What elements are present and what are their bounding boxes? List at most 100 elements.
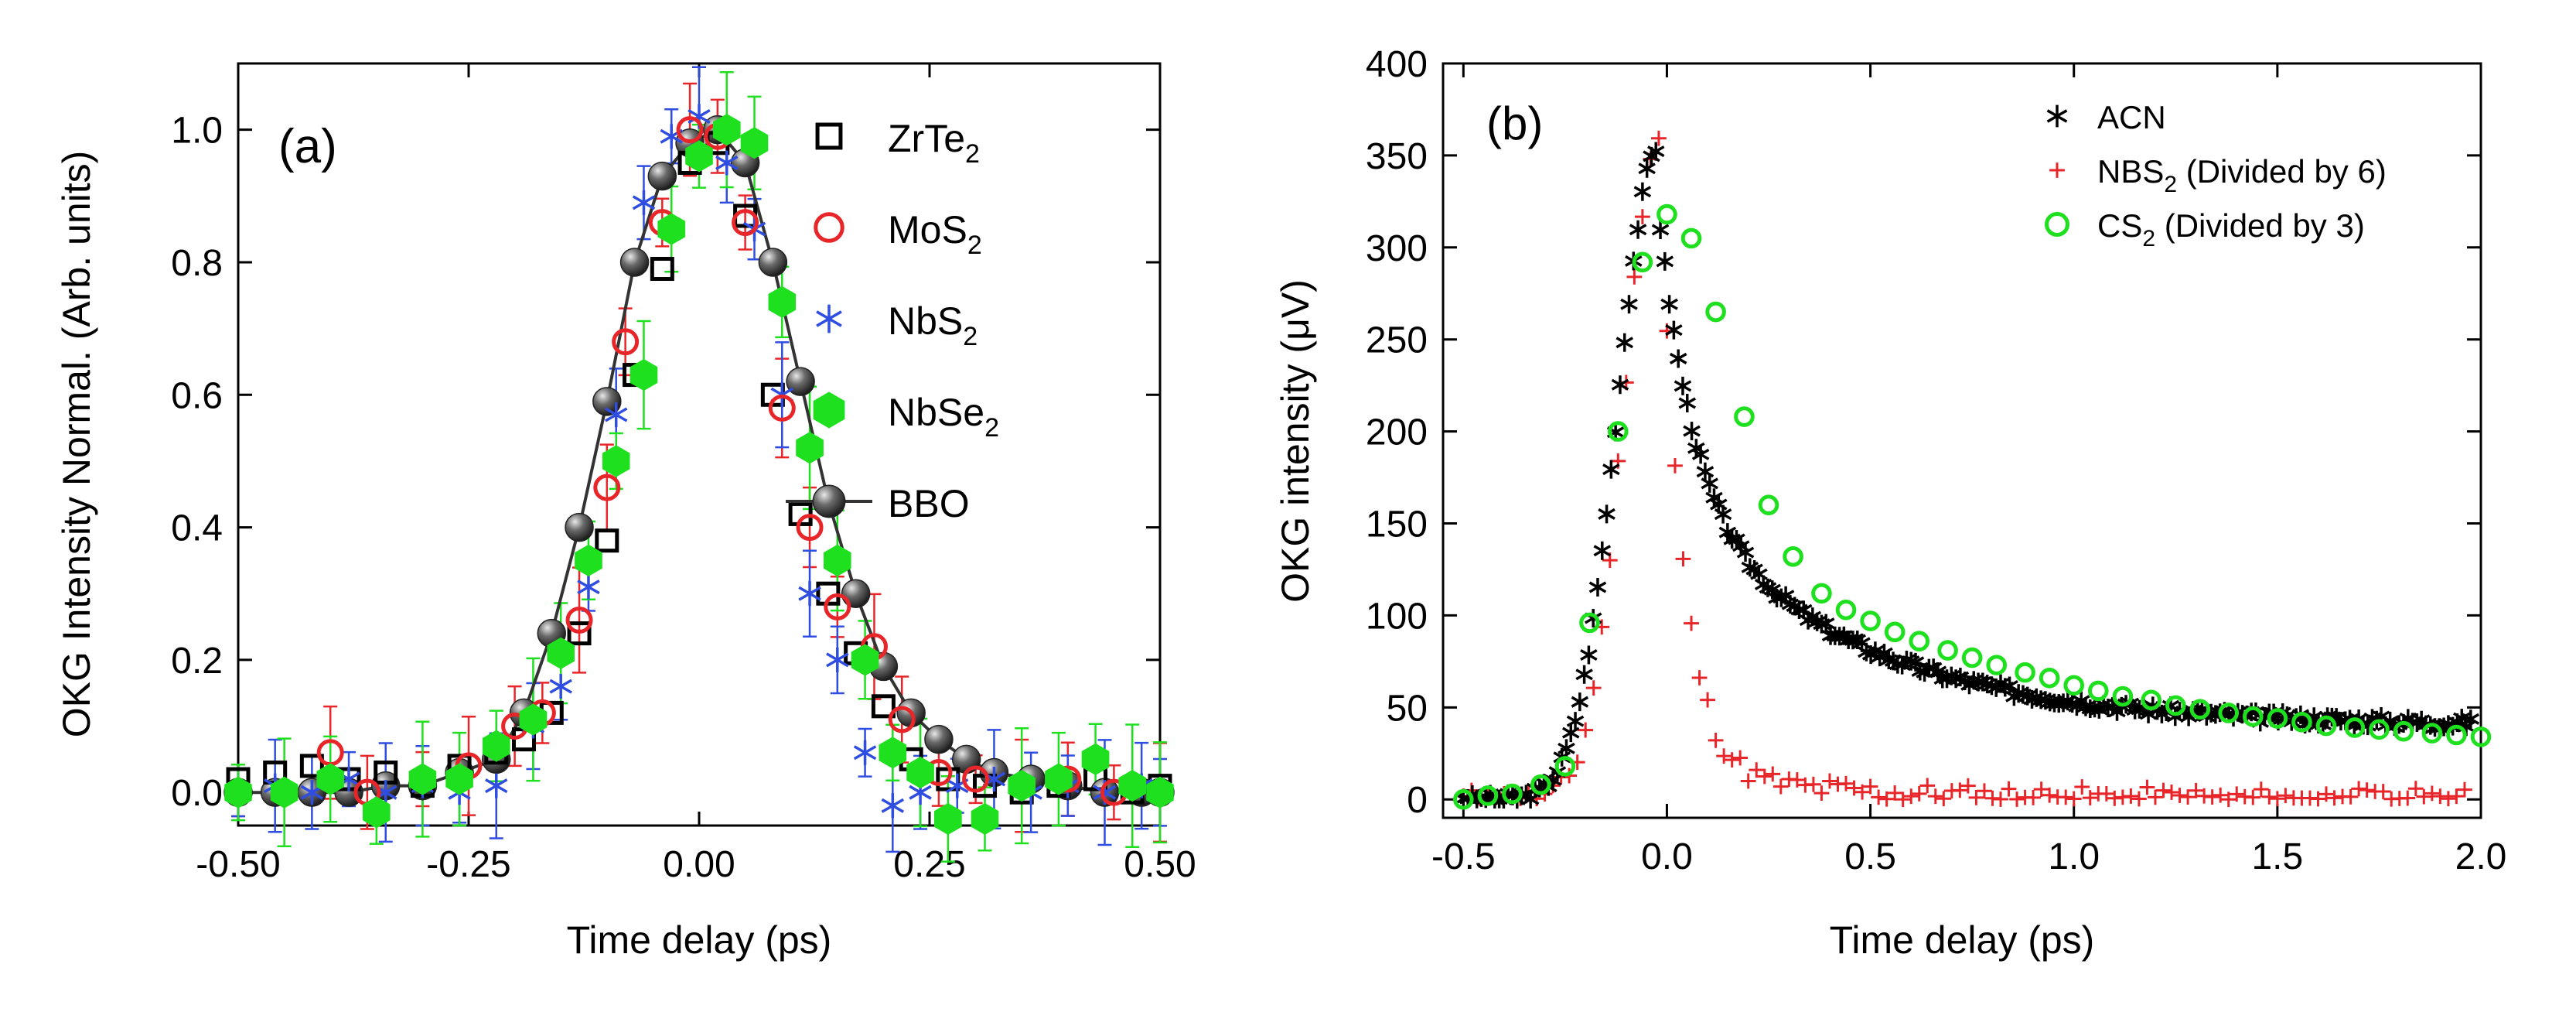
legend-label-suffix: (Divided by 3) (2155, 207, 2365, 244)
point-ACN (1629, 220, 1647, 239)
point-CS2 (1502, 783, 1523, 805)
point-NBS2 (1862, 778, 1878, 795)
panel-b-label: (b) (1486, 97, 1543, 149)
point-CS2 (1680, 227, 1702, 249)
point-CS2 (1811, 583, 1832, 604)
point-NBS2 (2441, 791, 2456, 807)
point-NBS2 (1740, 773, 1756, 789)
point-NbS2 (549, 674, 572, 699)
point-NBS2 (1813, 785, 1830, 802)
legend-label-suffix: (Divided by 6) (2177, 153, 2387, 190)
panel-a-y-tick-label: 0.2 (171, 641, 223, 682)
point-CS2 (2421, 723, 2443, 744)
point-NBS2 (2025, 789, 2041, 805)
point-ACN (1646, 142, 1665, 161)
panel-a-label: (a) (278, 120, 337, 173)
legend-label: MoS2 (888, 208, 982, 260)
point-NBS2 (1724, 752, 1740, 768)
legend-label-subscript: 2 (2142, 226, 2155, 251)
point-MoS2 (565, 606, 593, 634)
point-NBS2 (1732, 750, 1749, 766)
point-ACN (1611, 375, 1629, 395)
point-NBS2 (2123, 788, 2139, 804)
point-CS2 (1783, 546, 1803, 567)
point-NBS2 (1749, 762, 1765, 778)
legend-label-subscript: 2 (2164, 172, 2177, 197)
legend-label-subscript: 2 (984, 413, 999, 443)
panel-b-y-tick-label: 100 (1366, 596, 1428, 637)
point-NBS2 (1838, 775, 1854, 791)
point-ZrTe2 (299, 754, 324, 778)
panel-b-y-tick-label: 200 (1366, 412, 1428, 453)
point-ACN (1558, 739, 1575, 758)
point-NbSe2 (1118, 770, 1147, 802)
point-CS2 (2165, 695, 2186, 716)
point-CS2 (2242, 706, 2264, 727)
point-MoS2 (593, 474, 621, 501)
point-CS2 (2039, 667, 2060, 689)
point-ZrTe2 (567, 621, 592, 646)
panel-b-x-tick-label: -0.5 (1431, 836, 1496, 877)
panel-a-y-axis-label: OKG Intensity Normal. (Arb. units) (55, 151, 98, 738)
panel-b-y-tick-label: 150 (1366, 504, 1428, 545)
point-NBS2 (2416, 788, 2432, 805)
point-CS2 (1656, 203, 1677, 225)
panel-b-x-tick-label: 1.5 (2251, 836, 2303, 877)
point-NbSe2 (575, 544, 602, 576)
point-NBS2 (2269, 791, 2285, 807)
point-NBS2 (1903, 788, 1919, 805)
point-NbS2 (577, 574, 600, 600)
point-BBO (786, 367, 815, 396)
point-NbSe2 (547, 637, 575, 669)
point-NBS2 (2351, 781, 2367, 797)
point-NBS2 (1626, 268, 1643, 285)
panel-b-x-tick-label: 1.0 (2048, 836, 2100, 877)
point-ACN (1580, 645, 1598, 665)
panel-a-x-tick-label: 0.25 (893, 844, 965, 885)
point-NbSe2 (519, 703, 548, 736)
point-NBS2 (2432, 788, 2448, 805)
point-MoS2 (676, 116, 704, 144)
point-NbSe2 (796, 432, 824, 464)
point-NbSe2 (1008, 770, 1036, 802)
point-CS2 (2291, 712, 2312, 733)
point-MoS2 (612, 328, 640, 356)
panel-a-y-tick-label: 0.6 (171, 375, 223, 416)
point-NBS2 (2213, 787, 2229, 803)
point-NbSe2 (934, 802, 962, 835)
point-ACN (1701, 474, 1718, 493)
point-NBS2 (2033, 781, 2049, 798)
panel-b-y-tick-label: 0 (1407, 780, 1428, 821)
point-NBS2 (1667, 457, 1683, 474)
point-NbSe2 (629, 359, 658, 391)
point-NBS2 (1716, 748, 1732, 764)
panel-b-y-axis-label: OKG intensity (μV) (1274, 279, 1317, 603)
point-NbS2 (604, 402, 628, 427)
point-CS2 (2344, 717, 2366, 738)
panel-b-y-tick-label: 300 (1366, 228, 1428, 269)
point-ACN (1678, 393, 1697, 412)
point-CS2 (2088, 680, 2109, 702)
point-NbS2 (485, 773, 508, 798)
point-ACN (1598, 504, 1616, 524)
point-NBS2 (2229, 786, 2245, 802)
point-CS2 (1909, 631, 1930, 652)
point-CS2 (1477, 785, 1499, 806)
point-BBO (592, 387, 622, 416)
legend-label: NbSe2 (888, 391, 999, 443)
panel-b-y-tick-label: 50 (1387, 688, 1428, 729)
point-CS2 (1579, 612, 1600, 634)
panel-a-chart: -0.50 -0.25 0.00 0.25 0.50 0.0 0.2 0.4 0.6 0.8 1.0… (55, 62, 1196, 962)
point-ACN (1588, 578, 1607, 597)
point-NBS2 (1585, 680, 1602, 696)
panel-b-chart: -0.5 0.0 0.5 1.0 1.5 2.0 0 50 100 150 200 250 300 350… (1274, 44, 2506, 962)
point-CS2 (1530, 774, 1551, 795)
legend-label-subscript: 2 (967, 231, 982, 260)
panel-a-y-tick-label: 1.0 (171, 111, 223, 152)
point-NbSe2 (768, 285, 797, 318)
point-MoS2 (962, 765, 990, 793)
panel-b-x-tick-label: 0.0 (1641, 836, 1693, 877)
point-ACN (1616, 333, 1633, 352)
point-NBS2 (2342, 788, 2359, 805)
point-NbS2 (715, 150, 739, 176)
